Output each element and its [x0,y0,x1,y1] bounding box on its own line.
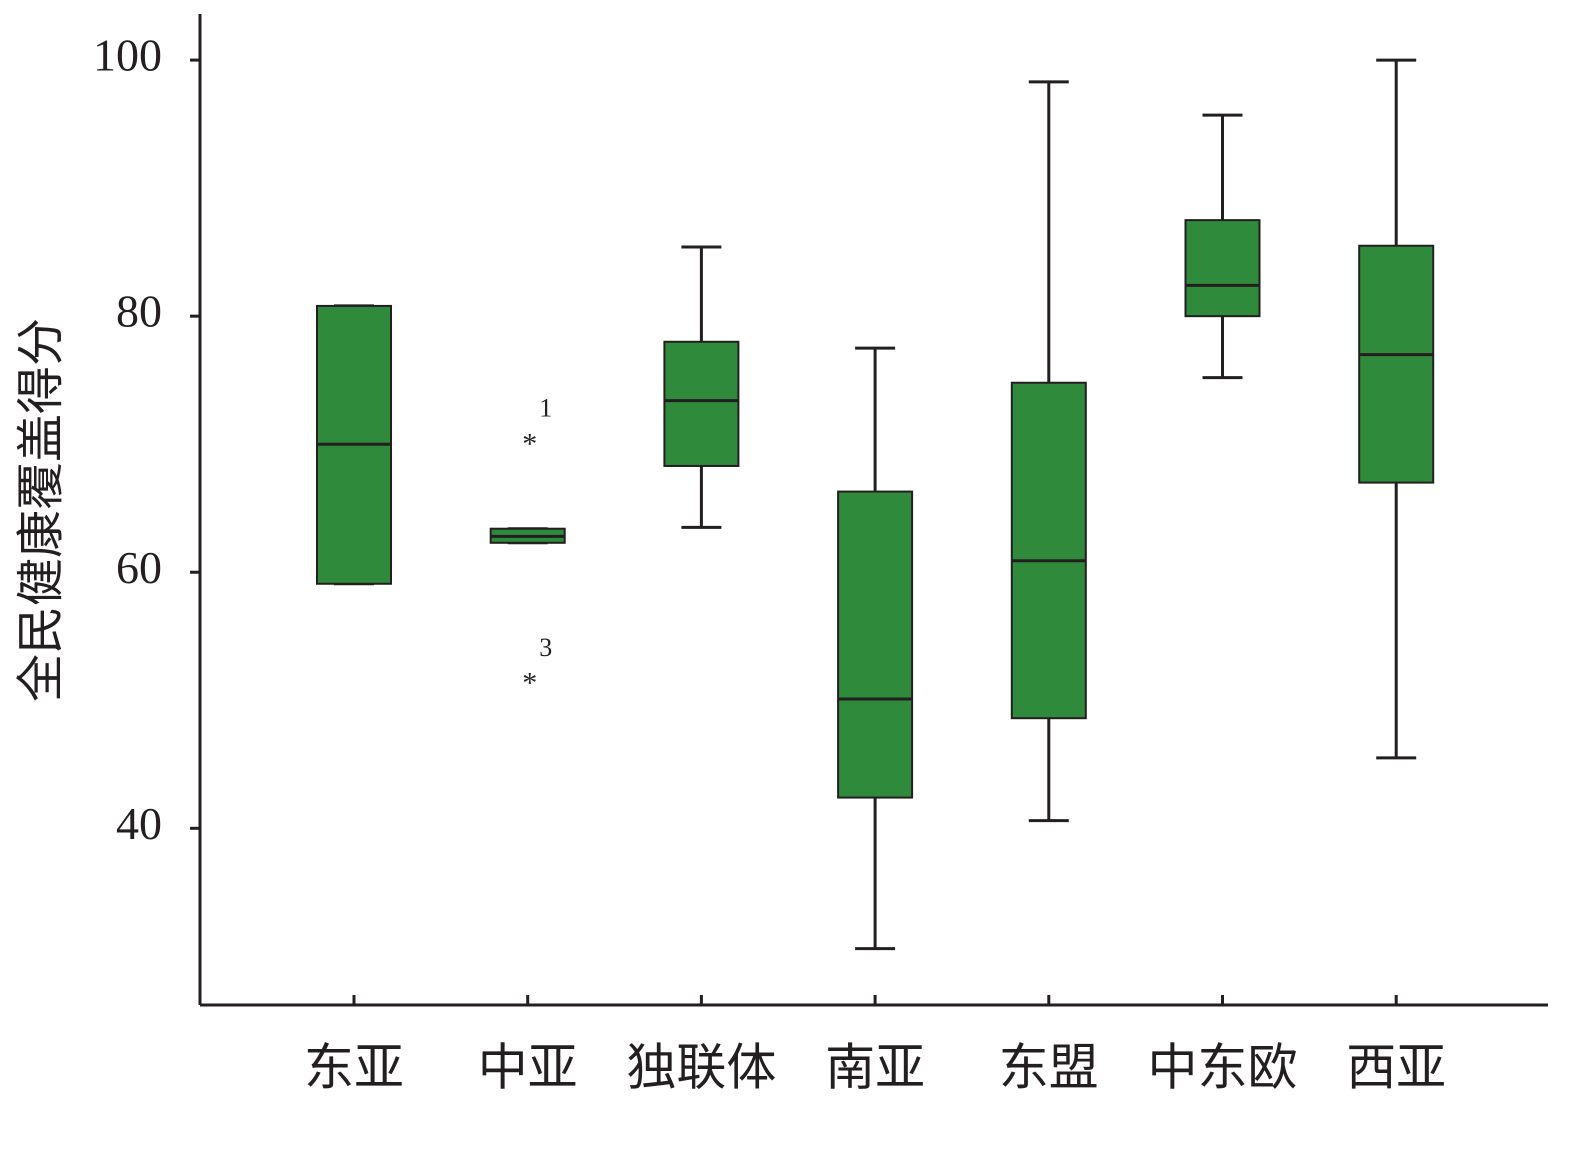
y-tick-label: 80 [116,286,162,337]
x-tick-label: 东盟 [999,1039,1099,1095]
x-tick-label: 独联体 [626,1039,776,1095]
x-tick-label: 西亚 [1346,1039,1446,1095]
outlier: * [522,427,537,460]
y-tick-label: 100 [93,30,162,81]
x-tick-label: 南亚 [825,1039,925,1095]
outlier-label: 1 [539,393,552,422]
outlier-label: 3 [539,633,552,662]
y-axis-label: 全民健康覆盖得分 [15,318,68,702]
box [663,340,740,467]
outlier: * [522,667,537,700]
x-tick-label: 东亚 [304,1039,404,1095]
x-tick-label: 中亚 [478,1039,578,1095]
y-tick-label: 60 [116,542,162,593]
box [1358,244,1435,484]
box [1184,219,1261,318]
box [837,490,914,799]
x-tick-label: 中东欧 [1148,1039,1298,1095]
y-tick-label: 40 [116,798,162,849]
box [1010,381,1087,720]
